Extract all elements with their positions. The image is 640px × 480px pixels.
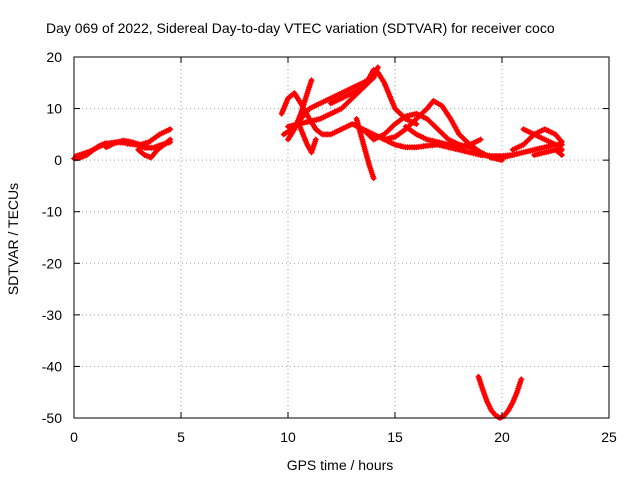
series-markers — [475, 373, 525, 421]
x-tick-label: 0 — [70, 429, 78, 445]
series-arc-5 — [135, 136, 174, 161]
series-arc-8 — [285, 77, 315, 143]
y-tick-label: -40 — [42, 358, 62, 374]
grid-lines — [74, 57, 609, 418]
series-arc-14 — [381, 97, 516, 161]
x-tick-label: 5 — [177, 429, 185, 445]
x-tick-label: 10 — [280, 429, 296, 445]
data-series — [71, 64, 565, 421]
series-arc-12 — [353, 115, 377, 182]
plot-frame — [73, 56, 610, 419]
series-arc-19 — [475, 373, 525, 421]
y-axis-label: SDTVAR / TECUs — [5, 183, 21, 295]
y-tick-label: 0 — [54, 152, 62, 168]
series-markers — [402, 123, 484, 151]
series-markers — [520, 126, 565, 153]
x-axis-label: GPS time / hours — [287, 457, 394, 473]
series-markers — [531, 146, 565, 158]
x-tick-label: 15 — [387, 429, 403, 445]
x-tick-label: 20 — [494, 429, 510, 445]
series-arc-18 — [531, 146, 565, 158]
x-tick-label: 25 — [601, 429, 617, 445]
chart-title: Day 069 of 2022, Sidereal Day-to-day VTE… — [46, 20, 555, 36]
y-tick-label: 10 — [46, 101, 62, 117]
y-tick-label: -30 — [42, 307, 62, 323]
series-markers — [135, 136, 174, 161]
series-arc-15 — [402, 123, 484, 151]
y-tick-label: -50 — [42, 410, 62, 426]
y-tick-label: 20 — [46, 49, 62, 65]
series-markers — [353, 115, 377, 182]
y-tick-label: -10 — [42, 204, 62, 220]
y-tick-label: -20 — [42, 255, 62, 271]
series-markers — [381, 97, 516, 161]
series-arc-17 — [520, 126, 565, 153]
